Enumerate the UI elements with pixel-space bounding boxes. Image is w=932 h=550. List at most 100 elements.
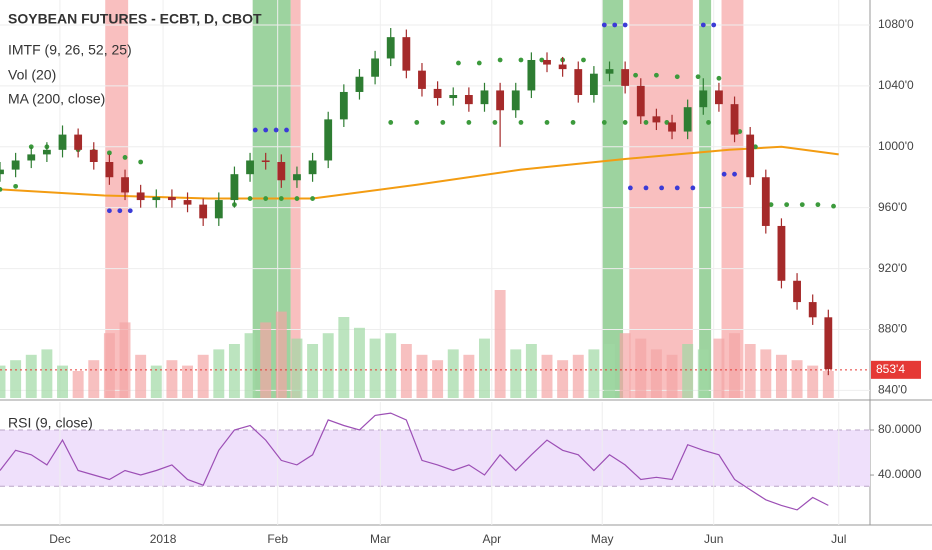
rsi-band [0, 430, 870, 487]
volume-bar [541, 354, 553, 398]
candle-body [761, 177, 770, 226]
volume-bar [135, 354, 147, 398]
imtf-dot [654, 72, 659, 78]
imtf-signal-dot [263, 127, 269, 133]
volume-bar [275, 311, 287, 398]
indicator-label: IMTF (9, 26, 52, 25) [8, 42, 132, 58]
volume-bar [385, 333, 397, 398]
volume-bar [697, 349, 709, 398]
last-price-label: 853'4 [876, 362, 905, 376]
imtf-signal-dot [711, 22, 717, 28]
x-tick-label: 2018 [150, 532, 177, 546]
imtf-dot [388, 120, 394, 125]
imtf-dot [466, 120, 472, 125]
candle-body [746, 134, 755, 178]
candle-body [449, 95, 458, 99]
rsi-line [0, 412, 829, 511]
imtf-signal-dot [252, 127, 258, 133]
volume-bar [463, 354, 475, 398]
candle-body [511, 90, 520, 111]
volume-bar [291, 338, 303, 398]
volume-bar [713, 338, 725, 398]
imtf-dot [706, 120, 711, 125]
volume-bar [57, 365, 68, 398]
imtf-dot [0, 187, 3, 192]
volume-bar [213, 349, 225, 398]
imtf-signal-dot [721, 171, 727, 177]
y-tick-label: 1080'0 [878, 17, 914, 31]
imtf-dot [107, 150, 112, 156]
volume-bar [791, 360, 803, 398]
volume-bar [182, 365, 194, 398]
y-tick-label: 1000'0 [878, 139, 914, 153]
imtf-dot [278, 196, 284, 201]
candle-body [58, 134, 67, 150]
signal-region [699, 0, 712, 398]
signal-region [721, 0, 744, 398]
last-price-box [871, 360, 921, 379]
volume-bar [729, 333, 741, 398]
imtf-dot [518, 120, 524, 125]
imtf-dot [310, 196, 315, 201]
candle-body [339, 91, 348, 120]
candle-body [324, 119, 333, 161]
volume-bar [0, 365, 6, 398]
candle-body [0, 169, 4, 175]
volume-bar [432, 360, 444, 398]
imtf-signal-dot [622, 22, 628, 28]
candle-body [668, 122, 676, 132]
imtf-dot [737, 129, 743, 134]
candle-body [558, 64, 567, 70]
imtf-signal-dot [284, 127, 289, 133]
chart-title: SOYBEAN FUTURES - ECBT, D, CBOT [8, 11, 262, 27]
candle-body [136, 192, 145, 201]
candle-body [293, 174, 301, 181]
imtf-signal-dot [612, 22, 618, 28]
indicator-label: MA (200, close) [8, 91, 105, 107]
volume-bar [103, 333, 115, 398]
volume-bar [744, 344, 756, 398]
y-tick-label: 840'0 [878, 383, 907, 397]
volume-bar [775, 354, 787, 398]
candle-body [418, 70, 426, 89]
candle-body [386, 37, 395, 59]
imtf-signal-dot [627, 185, 633, 191]
imtf-signal-dot [117, 208, 123, 214]
volume-bar [416, 354, 428, 398]
volume-bar [666, 354, 678, 398]
candle-body [214, 200, 223, 219]
imtf-signal-dot [690, 185, 696, 191]
volume-bar [447, 349, 459, 398]
candle-body [105, 162, 114, 178]
candle-body [589, 73, 598, 96]
imtf-dot [695, 74, 701, 80]
volume-bar [525, 344, 537, 398]
imtf-signal-dot [643, 185, 649, 191]
imtf-dot [570, 120, 576, 125]
y-tick-label: 880'0 [878, 322, 907, 336]
imtf-dot [456, 60, 461, 66]
candle-body [715, 90, 723, 105]
x-tick-label: Mar [370, 532, 391, 546]
volume-bar [244, 333, 256, 398]
imtf-dot [831, 203, 836, 209]
imtf-dot [768, 202, 774, 208]
volume-bar [322, 333, 334, 398]
volume-bar [25, 354, 37, 398]
volume-bar [150, 365, 162, 398]
imtf-dot [414, 120, 420, 125]
candle-body [121, 177, 129, 193]
imtf-dot [674, 74, 680, 80]
candle-body [183, 200, 192, 205]
imtf-dot [539, 57, 545, 63]
volume-bar [479, 338, 490, 398]
candle-body [699, 90, 708, 108]
imtf-dot [247, 196, 253, 201]
volume-bar [197, 354, 209, 398]
imtf-dot [799, 202, 805, 208]
candle-body [527, 59, 536, 91]
imtf-dot [581, 57, 586, 63]
candle-body [277, 162, 286, 181]
candle-body [371, 58, 379, 77]
